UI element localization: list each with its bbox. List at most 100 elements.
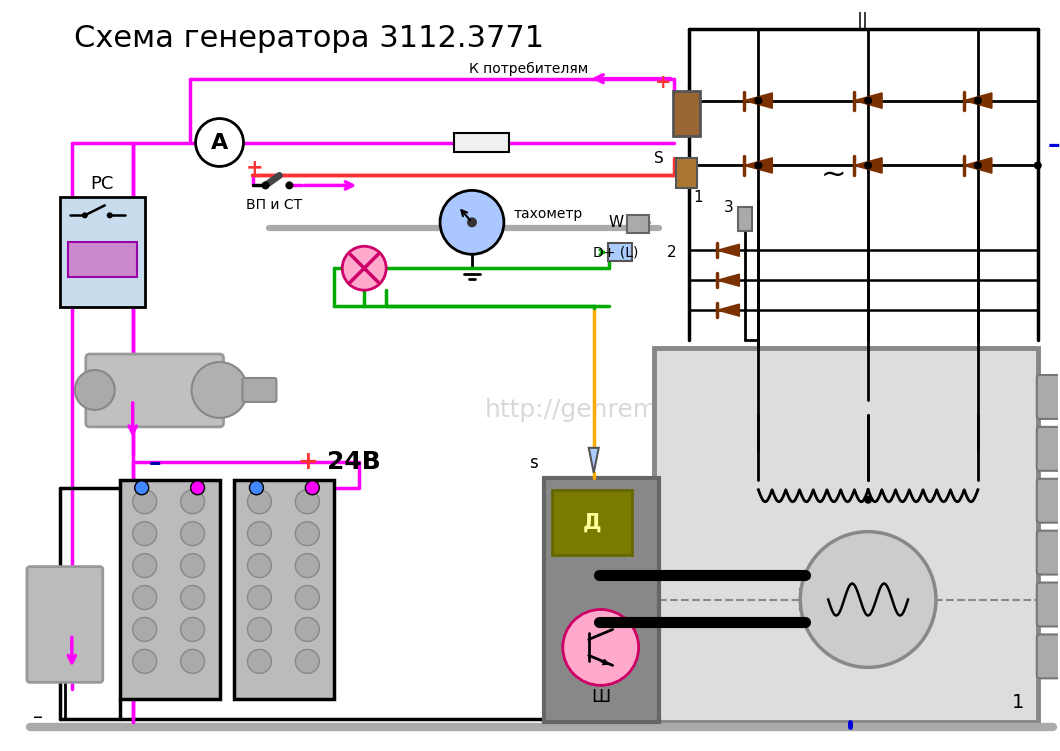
Circle shape xyxy=(249,481,264,495)
Text: Схема генератора 3112.3771: Схема генератора 3112.3771 xyxy=(74,24,545,53)
Polygon shape xyxy=(854,158,882,173)
Text: s: s xyxy=(530,454,538,472)
Circle shape xyxy=(180,490,205,514)
Circle shape xyxy=(864,97,872,104)
Circle shape xyxy=(180,522,205,546)
Text: 1: 1 xyxy=(1011,692,1024,712)
Text: ||: || xyxy=(858,12,869,30)
Circle shape xyxy=(132,650,157,674)
Text: 3: 3 xyxy=(724,200,734,215)
Polygon shape xyxy=(744,93,773,108)
Circle shape xyxy=(296,586,319,610)
Circle shape xyxy=(180,650,205,674)
Polygon shape xyxy=(718,244,740,256)
Circle shape xyxy=(296,617,319,641)
Circle shape xyxy=(864,161,872,170)
Circle shape xyxy=(247,586,271,610)
FancyBboxPatch shape xyxy=(86,354,224,427)
FancyBboxPatch shape xyxy=(1037,583,1060,626)
Circle shape xyxy=(296,522,319,546)
Circle shape xyxy=(180,617,205,641)
Text: 2: 2 xyxy=(667,245,676,260)
Text: S: S xyxy=(654,151,664,166)
Text: http://genrem.narod.ru: http://genrem.narod.ru xyxy=(484,398,773,422)
Circle shape xyxy=(82,213,88,219)
Circle shape xyxy=(864,496,872,504)
Circle shape xyxy=(974,97,982,104)
Bar xyxy=(454,132,509,152)
Bar xyxy=(68,243,137,277)
FancyBboxPatch shape xyxy=(1037,375,1060,419)
Bar xyxy=(626,216,649,234)
Bar xyxy=(672,91,701,135)
Text: A: A xyxy=(211,132,228,152)
FancyBboxPatch shape xyxy=(1037,479,1060,523)
Circle shape xyxy=(247,617,271,641)
Circle shape xyxy=(247,553,271,578)
Text: 1: 1 xyxy=(693,190,704,205)
Circle shape xyxy=(296,650,319,674)
Text: –: – xyxy=(1047,134,1060,158)
Polygon shape xyxy=(964,158,992,173)
Circle shape xyxy=(974,161,982,170)
Circle shape xyxy=(75,370,114,410)
Circle shape xyxy=(132,490,157,514)
FancyBboxPatch shape xyxy=(1037,635,1060,678)
Circle shape xyxy=(247,522,271,546)
Circle shape xyxy=(135,481,148,495)
Circle shape xyxy=(1034,161,1042,170)
Circle shape xyxy=(191,481,205,495)
Polygon shape xyxy=(744,158,773,173)
Bar xyxy=(739,207,753,231)
Bar xyxy=(120,480,219,699)
Circle shape xyxy=(296,490,319,514)
FancyBboxPatch shape xyxy=(26,566,103,683)
Bar xyxy=(59,198,144,307)
Circle shape xyxy=(305,481,319,495)
Circle shape xyxy=(247,490,271,514)
Text: D+ (L): D+ (L) xyxy=(594,246,638,259)
Bar xyxy=(675,158,697,189)
Circle shape xyxy=(800,532,936,668)
FancyBboxPatch shape xyxy=(1037,531,1060,575)
Circle shape xyxy=(296,553,319,578)
Text: ВП и СТ: ВП и СТ xyxy=(246,198,302,213)
Text: Д: Д xyxy=(582,513,601,532)
Circle shape xyxy=(755,97,762,104)
Circle shape xyxy=(132,617,157,641)
FancyBboxPatch shape xyxy=(1037,427,1060,471)
FancyBboxPatch shape xyxy=(243,378,277,402)
Polygon shape xyxy=(718,274,740,286)
Text: тахометр: тахометр xyxy=(514,207,583,222)
Text: К потребителям: К потребителям xyxy=(470,62,588,76)
Text: –: – xyxy=(33,707,42,727)
Bar xyxy=(552,490,632,555)
Circle shape xyxy=(192,362,247,418)
Circle shape xyxy=(132,522,157,546)
Text: Ш: Ш xyxy=(591,689,611,706)
Circle shape xyxy=(262,182,269,189)
Bar xyxy=(234,480,334,699)
Circle shape xyxy=(107,213,112,219)
Polygon shape xyxy=(964,93,992,108)
Circle shape xyxy=(180,586,205,610)
Text: РС: РС xyxy=(90,176,113,194)
Text: ~: ~ xyxy=(820,161,846,190)
Bar xyxy=(544,478,658,722)
FancyBboxPatch shape xyxy=(607,243,632,261)
Circle shape xyxy=(563,610,638,686)
Polygon shape xyxy=(718,304,740,316)
Text: +: + xyxy=(655,73,672,92)
Text: +: + xyxy=(297,450,318,474)
Polygon shape xyxy=(588,448,599,473)
Circle shape xyxy=(755,161,762,170)
Polygon shape xyxy=(854,93,882,108)
Circle shape xyxy=(196,119,244,167)
Text: –: – xyxy=(148,451,161,475)
Text: 24В: 24В xyxy=(328,450,381,474)
Circle shape xyxy=(247,650,271,674)
Circle shape xyxy=(180,553,205,578)
Text: +: + xyxy=(246,158,263,179)
Circle shape xyxy=(342,246,386,290)
Text: W: W xyxy=(608,215,623,230)
